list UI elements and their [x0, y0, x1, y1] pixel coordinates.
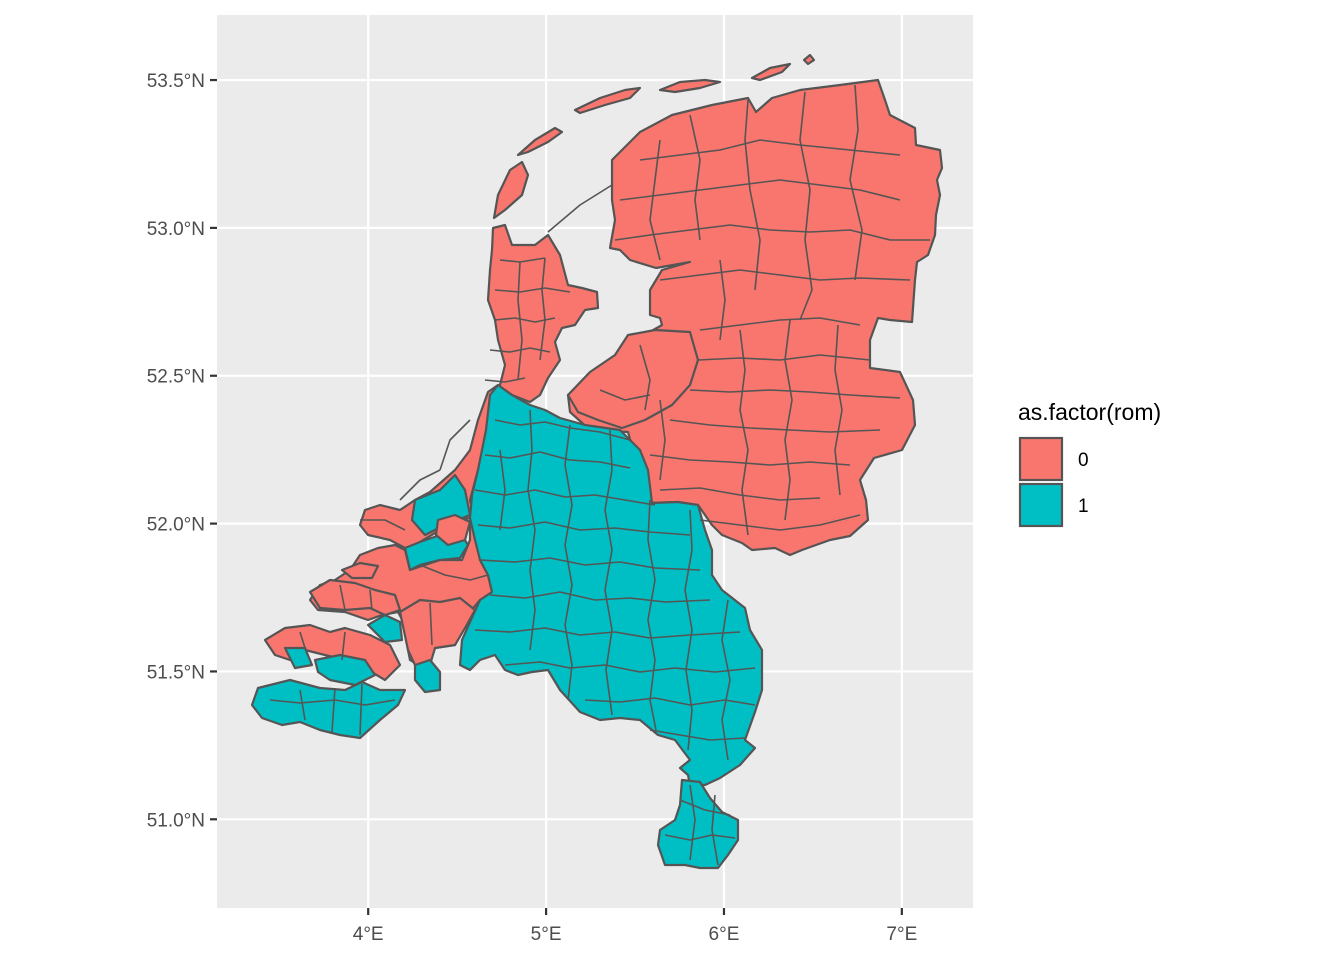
municipality-borders	[269, 84, 930, 866]
legend-key-1	[1018, 482, 1064, 528]
region-zeeland-north-class0	[308, 578, 402, 617]
map-layer	[250, 53, 944, 870]
island-rottumeroog	[802, 53, 816, 66]
region-south-limburg-class1	[656, 778, 740, 870]
region-brabant-enclave-class1	[413, 658, 442, 694]
y-tick-label-1: 51.5°N	[147, 662, 205, 683]
island-schiermonnikoog	[750, 62, 792, 82]
region-tholen-class1	[366, 613, 404, 644]
region-zeeuws-vlaanderen-class1	[250, 678, 407, 740]
x-tick-label-2: 6°E	[709, 924, 740, 945]
region-zeeland-small-class0	[340, 561, 380, 580]
legend-key-0	[1018, 436, 1064, 482]
x-axis: 4°E 5°E 6°E 7°E	[353, 908, 917, 945]
island-ameland	[658, 78, 722, 94]
y-tick-label-2: 52.0°N	[147, 515, 205, 536]
afsluitdijk	[547, 184, 613, 233]
y-tick-label-4: 53.0°N	[147, 219, 205, 240]
region-brabant-west-class0	[398, 596, 477, 667]
island-terschelling	[573, 86, 642, 115]
y-tick-label-5: 53.5°N	[147, 71, 205, 92]
x-tick-label-1: 5°E	[531, 924, 562, 945]
y-tick-label-3: 52.5°N	[147, 367, 205, 388]
y-tick-label-0: 51.0°N	[147, 810, 205, 831]
y-axis: 51.0°N 51.5°N 52.0°N 52.5°N 53.0°N 53.5°N	[147, 71, 217, 831]
region-walcheren-class1	[283, 646, 314, 670]
island-vlieland	[516, 126, 564, 157]
legend-label-0: 0	[1078, 450, 1089, 471]
region-westland-class0	[434, 513, 472, 547]
island-texel	[492, 160, 530, 220]
region-beveland-class1	[313, 653, 377, 687]
region-northeast-class0	[566, 78, 944, 557]
legend: as.factor(rom) 0 1	[1018, 399, 1161, 528]
legend-title: as.factor(rom)	[1018, 399, 1161, 425]
x-tick-label-3: 7°E	[886, 924, 917, 945]
x-tick-label-0: 4°E	[353, 924, 384, 945]
legend-label-1: 1	[1078, 496, 1089, 517]
region-flevoland-class0	[566, 328, 700, 430]
